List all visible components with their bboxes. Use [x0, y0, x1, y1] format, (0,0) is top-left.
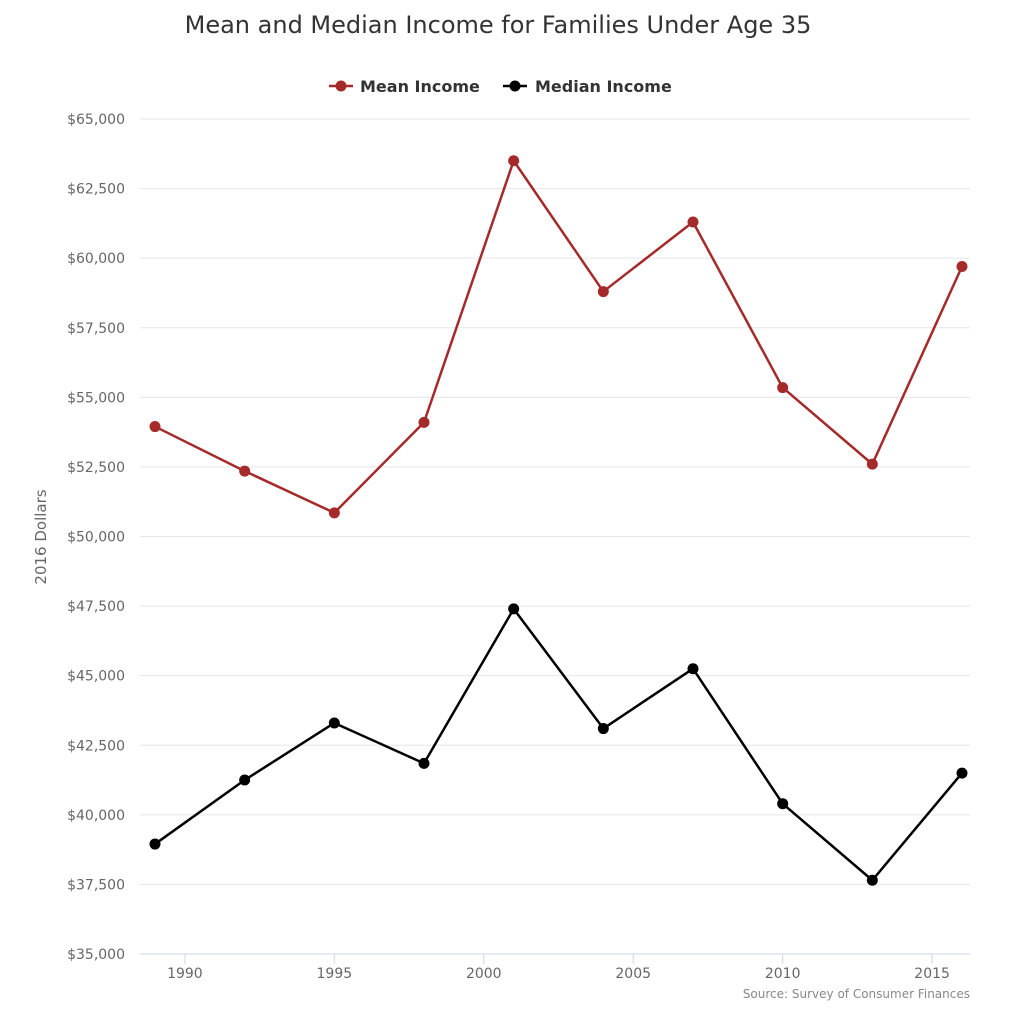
y-tick-label: $42,500	[67, 738, 125, 754]
y-tick-label: $50,000	[67, 530, 125, 546]
x-tick-label: 2015	[914, 966, 950, 982]
x-tick-label: 1990	[167, 966, 203, 982]
y-tick-label: $35,000	[67, 947, 125, 963]
y-tick-label: $47,500	[67, 599, 125, 615]
y-axis-ticks: $35,000 $37,500 $40,000 $42,500 $45,000 $47,5…	[67, 112, 125, 963]
y-axis-label: 2016 Dollars	[32, 489, 50, 584]
data-point[interactable]	[597, 286, 609, 298]
data-point[interactable]	[956, 261, 968, 273]
data-point[interactable]	[418, 416, 430, 428]
data-point[interactable]	[328, 717, 340, 729]
y-tick-label: $55,000	[67, 390, 125, 406]
data-point[interactable]	[149, 838, 161, 850]
series-mean-income	[149, 155, 968, 519]
data-point[interactable]	[508, 603, 520, 615]
legend-item-median-income[interactable]: Median Income	[503, 77, 672, 96]
x-tick-label: 1995	[317, 966, 353, 982]
data-point[interactable]	[866, 458, 878, 470]
data-point[interactable]	[777, 382, 789, 394]
y-tick-label: $62,500	[67, 182, 125, 198]
source-credit: Source: Survey of Consumer Finances	[743, 987, 970, 1001]
legend-item-mean-income[interactable]: Mean Income	[329, 77, 480, 96]
data-point[interactable]	[956, 767, 968, 779]
data-point[interactable]	[328, 507, 340, 519]
series-median-income	[149, 603, 968, 886]
chart-title: Mean and Median Income for Families Unde…	[185, 11, 812, 39]
y-tick-label: $65,000	[67, 112, 125, 128]
data-point[interactable]	[418, 757, 430, 769]
y-tick-label: $52,500	[67, 460, 125, 476]
y-tick-label: $60,000	[67, 251, 125, 267]
data-point[interactable]	[777, 798, 789, 810]
data-point[interactable]	[239, 774, 251, 786]
gridlines	[140, 118, 970, 955]
x-tick-label: 2000	[466, 966, 502, 982]
data-point[interactable]	[508, 155, 520, 167]
data-point[interactable]	[149, 421, 161, 433]
y-tick-label: $40,000	[67, 808, 125, 824]
series	[149, 155, 968, 886]
data-point[interactable]	[687, 663, 699, 675]
legend: Mean Income Median Income	[329, 77, 672, 96]
series-line	[154, 159, 964, 515]
x-tick-label: 2010	[765, 966, 801, 982]
legend-label-mean-income: Mean Income	[360, 77, 480, 96]
data-point[interactable]	[687, 216, 699, 228]
y-tick-label: $45,000	[67, 669, 125, 685]
data-point[interactable]	[597, 723, 609, 735]
x-axis: 1990 1995 2000 2005 2010 2015	[140, 953, 970, 982]
series-line	[154, 607, 963, 882]
data-point[interactable]	[866, 874, 878, 886]
x-tick-label: 2005	[615, 966, 651, 982]
legend-label-median-income: Median Income	[535, 77, 672, 96]
y-tick-label: $37,500	[67, 877, 125, 893]
y-tick-label: $57,500	[67, 321, 125, 337]
data-point[interactable]	[239, 465, 251, 477]
